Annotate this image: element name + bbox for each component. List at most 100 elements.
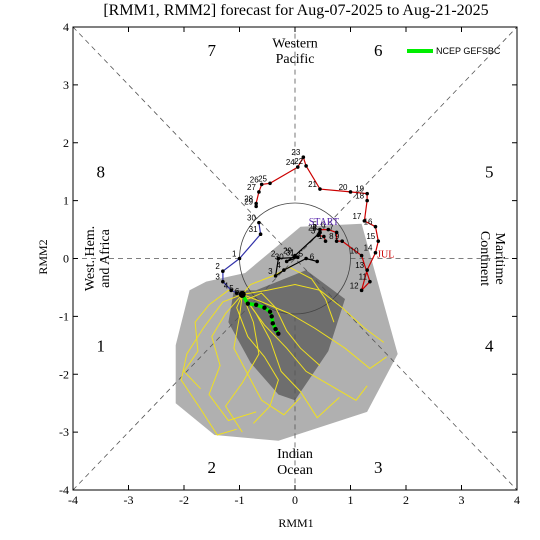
day-label: 10 [350, 247, 359, 256]
observed-point [276, 256, 281, 261]
observed-point [376, 239, 381, 243]
y-tick-label: 0 [63, 252, 69, 266]
forecast-point [270, 321, 275, 326]
day-label: 8 [329, 232, 334, 241]
forecast-start-point [238, 290, 246, 298]
observed-point [293, 253, 297, 258]
day-label: 19 [355, 185, 364, 194]
x-tick-label: 4 [514, 493, 520, 507]
y-tick-label: -2 [59, 367, 69, 381]
y-tick-label: 4 [63, 20, 69, 34]
forecast-point [273, 326, 278, 332]
ensemble-member-line [241, 294, 368, 401]
day-label: 25 [258, 174, 267, 183]
day-label: 1 [318, 232, 323, 241]
observed-point [234, 291, 239, 296]
x-axis-label: RMM1 [278, 516, 313, 530]
observed-point [362, 219, 367, 223]
observed-point [365, 268, 369, 272]
day-label: 12 [350, 281, 359, 290]
observed-point [273, 274, 278, 278]
observed-point [373, 224, 378, 229]
observed-point [221, 269, 225, 274]
day-label: 29 [283, 247, 292, 256]
day-label: 6 [321, 221, 326, 230]
day-label: 5 [313, 221, 318, 230]
observed-point [359, 253, 364, 258]
day-label: 7 [329, 223, 334, 232]
day-label: 18 [355, 192, 364, 201]
y-tick-label: -4 [59, 483, 69, 497]
ensemble-member-line [224, 294, 260, 433]
region-label-maritime-line: Maritime [492, 232, 507, 284]
day-label: 5 [229, 284, 234, 293]
observed-point [284, 259, 289, 264]
day-label: 29 [244, 197, 253, 206]
day-label: 24 [286, 158, 295, 167]
observed-point [254, 204, 258, 209]
observed-point [326, 227, 331, 232]
day-label: 31 [286, 248, 295, 257]
day-label: 2 [271, 250, 276, 259]
octant-label: 2 [208, 458, 217, 477]
observed-point [318, 187, 322, 191]
ensemble-member-line [242, 293, 387, 370]
observed-point [237, 256, 242, 261]
observed-point [259, 182, 264, 187]
day-label: 28 [308, 223, 317, 232]
ensemble-member-line [183, 289, 243, 390]
day-label: 30 [275, 252, 284, 261]
ensemble-member-line [241, 292, 321, 366]
x-tick-label: 3 [459, 493, 465, 507]
observed-point [295, 255, 300, 260]
x-tick-label: -2 [179, 493, 189, 507]
day-label: 4 [313, 223, 318, 232]
y-tick-label: 1 [63, 194, 69, 208]
observed-point [322, 234, 326, 239]
observed-point [304, 164, 308, 168]
day-label: 4 [276, 261, 281, 270]
observed-point [334, 230, 339, 235]
day-label: 15 [366, 232, 375, 241]
region-label-west-hem-line: West. Hem. [83, 226, 98, 291]
day-label: 21 [308, 180, 317, 189]
observed-point [315, 259, 320, 264]
y-tick-label: 3 [63, 78, 69, 92]
observed-point [282, 268, 286, 272]
y-axis-label: RMM2 [36, 239, 50, 274]
ensemble-envelope-50 [228, 270, 345, 401]
x-tick-label: -4 [68, 493, 78, 507]
region-label-west-hem: West. Hem. and Africa [83, 226, 113, 291]
day-label: 3 [215, 273, 220, 282]
x-tick-label: -1 [235, 493, 245, 507]
observed-point [268, 181, 272, 186]
day-label: 26 [250, 175, 259, 184]
day-label: 16 [364, 218, 373, 227]
day-label: 22 [294, 157, 303, 166]
day-label: 17 [352, 212, 361, 221]
day-label: 3 [311, 226, 316, 235]
day-label: 4 [224, 281, 229, 290]
diagonal-line [72, 26, 518, 491]
day-label: 13 [355, 261, 364, 270]
x-tick-label: 2 [403, 493, 409, 507]
octant-label: 7 [208, 41, 217, 60]
day-label: 6 [235, 287, 240, 296]
day-label: 27 [247, 183, 256, 192]
day-label: 9 [335, 232, 340, 241]
x-tick-label: 0 [292, 493, 298, 507]
observed-point [323, 239, 328, 243]
day-label: 20 [339, 183, 348, 192]
octant-label: 1 [97, 336, 106, 355]
observed-point [254, 201, 258, 206]
observed-point [359, 288, 364, 293]
day-label: 6 [310, 252, 315, 261]
observed-point [365, 198, 369, 203]
region-label-indian-ocean: Ocean [277, 463, 313, 478]
observed-point [221, 279, 225, 284]
observed-point [340, 239, 344, 243]
octant-label: 3 [374, 458, 383, 477]
day-label: 2 [215, 262, 220, 271]
region-label-indian-ocean: Indian [277, 447, 313, 462]
